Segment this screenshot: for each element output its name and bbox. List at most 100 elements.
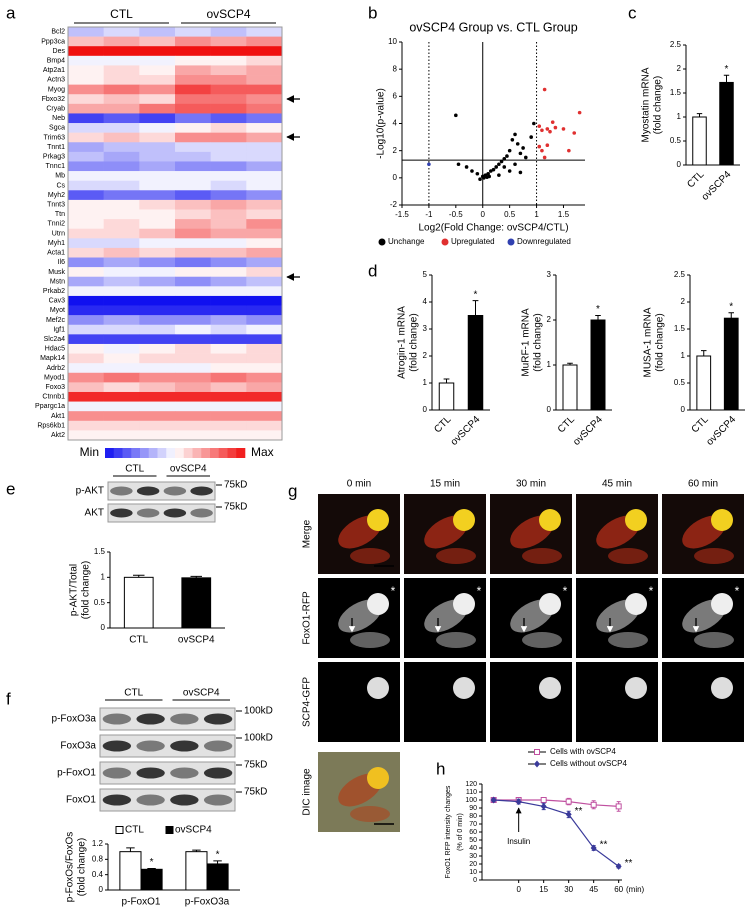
blot-band (170, 794, 199, 806)
nucleus (367, 593, 389, 615)
heatmap-cell (175, 46, 211, 57)
data-point (491, 167, 496, 172)
bar (723, 317, 739, 411)
gene-label: Tnnt3 (47, 202, 65, 209)
y-tick-label: 2 (547, 315, 552, 324)
heatmap-cell (246, 238, 283, 249)
heatmap-cell (210, 113, 247, 124)
band-label: FoxO1 (66, 795, 96, 806)
y-tick-label: 60 (469, 829, 477, 836)
heatmap-cell (175, 372, 211, 383)
legend-swatch (201, 448, 211, 458)
band-label: p-FoxO1 (57, 768, 96, 779)
heatmap-cell (68, 430, 104, 441)
heatmap-cell (139, 151, 176, 162)
nucleus (539, 593, 561, 615)
heatmap-cell (175, 324, 211, 335)
bar (590, 319, 606, 411)
blot-band (110, 508, 133, 518)
bar (719, 81, 734, 166)
gene-label: Adrb2 (46, 365, 65, 372)
heatmap-cell (139, 411, 176, 422)
y-tick-label: 5 (423, 270, 428, 279)
data-point (590, 844, 597, 852)
heatmap-cell (175, 161, 211, 172)
gene-label: Akt2 (51, 432, 65, 439)
heatmap-cell (246, 180, 283, 191)
y-tick-label: 1.5 (94, 547, 106, 556)
y-tick-label: 1.5 (670, 88, 682, 97)
gene-label: Il6 (58, 259, 66, 266)
heatmap-cell (103, 315, 140, 326)
y-tick-label: 3 (423, 324, 428, 333)
x-tick-label: -1.5 (395, 210, 409, 219)
error-bar (595, 315, 601, 320)
gene-label: Foxo3 (46, 384, 66, 391)
band-label: FoxO3a (60, 741, 96, 752)
heatmap-cell (210, 123, 247, 133)
nucleus (625, 509, 647, 531)
marker-star: * (563, 584, 568, 598)
marker-star: * (391, 584, 396, 598)
heatmap-cell (246, 151, 283, 162)
heatmap-cell (139, 334, 176, 345)
legend-swatch (236, 448, 246, 458)
heatmap-cell (103, 363, 140, 374)
heatmap-cell (68, 103, 104, 114)
cell (608, 548, 648, 564)
heatmap-cell (175, 353, 211, 364)
heatmap-cell (210, 247, 247, 258)
heatmap-cell (68, 247, 104, 258)
data-point (534, 749, 540, 755)
y-tick-label: 0.4 (92, 870, 104, 879)
heatmap-cell (210, 334, 247, 345)
heatmap-cell (139, 257, 176, 268)
heatmap-cell (103, 343, 140, 354)
y-axis-label: (% of 0 min) (457, 813, 464, 851)
data-point (494, 165, 498, 169)
data-point (561, 127, 566, 131)
legend-marker (507, 238, 515, 246)
heatmap-cell (68, 55, 104, 66)
data-point (505, 154, 509, 158)
x-tick-label: CTL (685, 169, 706, 190)
legend-label: Upregulated (451, 237, 495, 246)
y-tick-label: 120 (465, 781, 477, 788)
heatmap-cell (210, 65, 247, 76)
band-label: p-FoxO3a (52, 714, 97, 725)
y-axis-label: MUSA-1 mRNA (643, 307, 654, 377)
heatmap-cell (139, 132, 176, 143)
heatmap-cell (210, 257, 247, 268)
heatmap-cell (246, 75, 283, 85)
series-line (493, 799, 619, 807)
data-point (540, 802, 547, 810)
blot-band (203, 713, 233, 725)
x-tick-label: 0 (481, 210, 486, 219)
heatmap-cell (68, 142, 104, 153)
legend-swatch (157, 448, 167, 458)
error-bar (213, 860, 222, 864)
legend-swatch (210, 448, 220, 458)
y-tick-label: 0 (99, 885, 104, 894)
heatmap-cell (68, 94, 104, 105)
data-point (521, 146, 525, 150)
y-tick-label: 50 (469, 837, 477, 844)
data-point (499, 159, 504, 164)
bar (185, 851, 208, 891)
heatmap-cell (210, 180, 247, 191)
heatmap-cell (139, 286, 176, 297)
heatmap-cell (103, 65, 140, 76)
heatmap-cell (175, 171, 211, 181)
gene-label: Ctnnb1 (42, 394, 65, 401)
heatmap-cell (68, 372, 104, 383)
heatmap-cell (210, 295, 247, 306)
heatmap-cell (103, 103, 140, 114)
heatmap-cell (68, 228, 104, 239)
nucleus (367, 767, 389, 789)
error-bar (696, 113, 703, 117)
heatmap-cell (139, 382, 176, 393)
bar (696, 355, 712, 411)
heatmap-cell (103, 142, 140, 153)
error-bar (133, 574, 145, 578)
heatmap-cell (103, 113, 140, 124)
